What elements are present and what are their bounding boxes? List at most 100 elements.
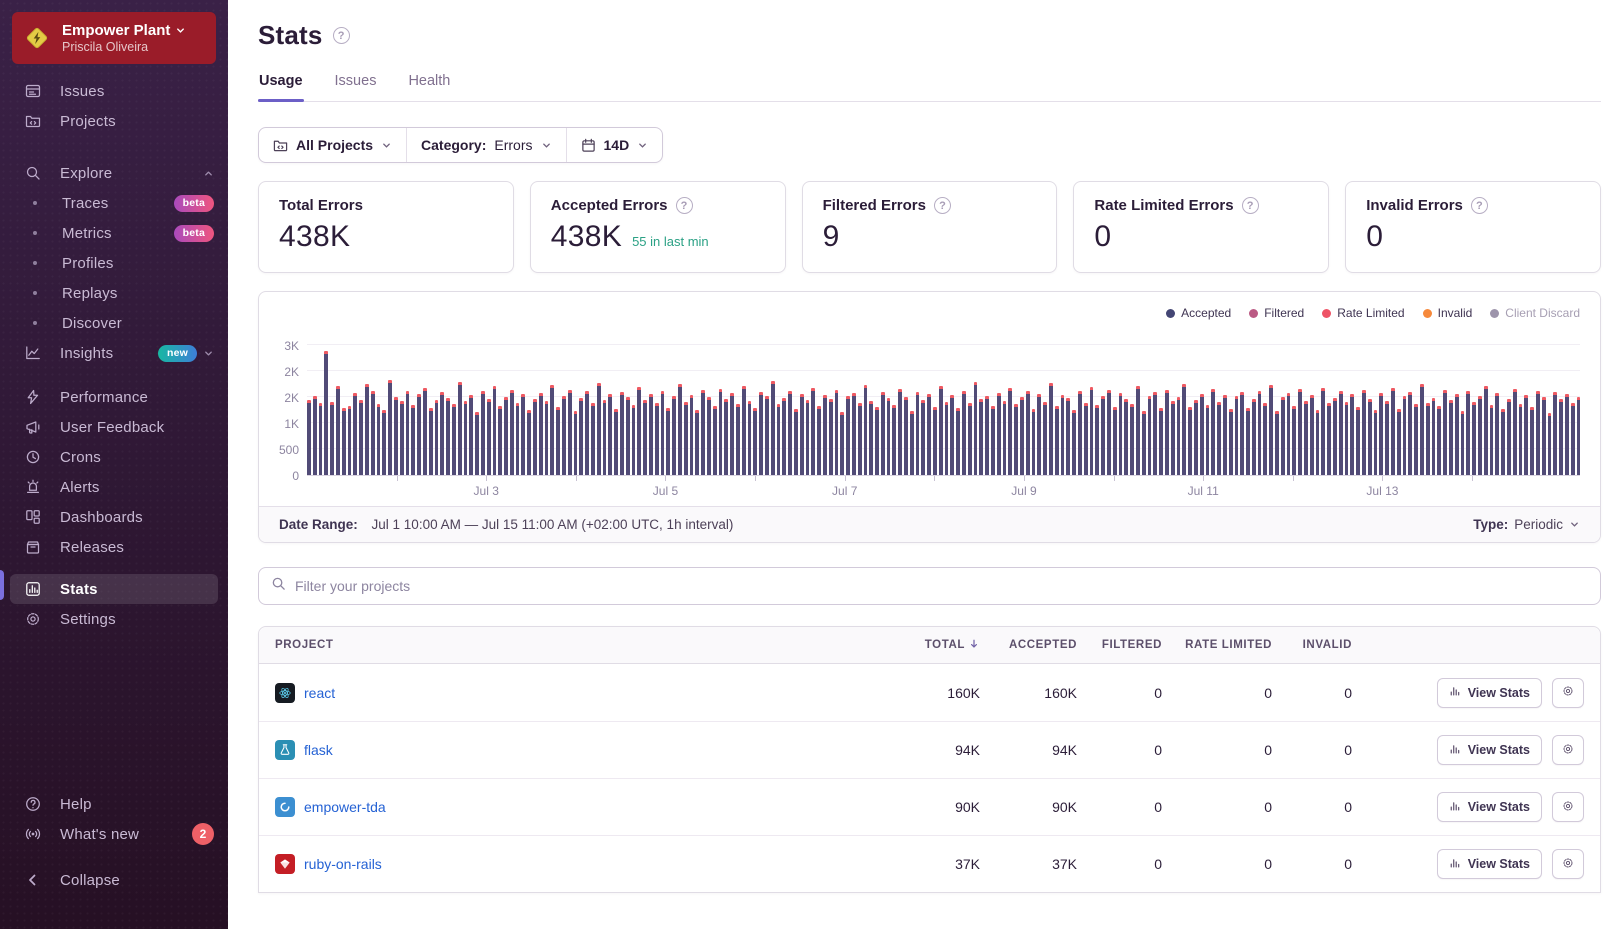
sidebar-item-replays[interactable]: Replays bbox=[0, 278, 228, 308]
chart-bar bbox=[927, 394, 931, 475]
sidebar-item-alerts[interactable]: Alerts bbox=[0, 472, 228, 502]
stat-card-label: Accepted Errors? bbox=[551, 197, 765, 214]
help-icon[interactable]: ? bbox=[934, 197, 951, 214]
table-row-flask: flask94K94K000View Stats bbox=[259, 721, 1600, 778]
sidebar-item-help[interactable]: Help bbox=[0, 789, 228, 819]
legend-item-invalid[interactable]: Invalid bbox=[1423, 306, 1473, 320]
chart-bar bbox=[608, 394, 612, 475]
chart-bar bbox=[1072, 410, 1076, 475]
stat-card-value: 0 bbox=[1094, 220, 1111, 254]
chart-bar bbox=[817, 406, 821, 475]
y-axis-tick-label: 1K bbox=[284, 417, 299, 431]
help-icon[interactable]: ? bbox=[676, 197, 693, 214]
view-stats-button[interactable]: View Stats bbox=[1437, 792, 1542, 822]
x-axis-tick bbox=[755, 476, 756, 481]
sidebar-item-settings[interactable]: Settings bbox=[0, 604, 228, 634]
legend-item-client-discard[interactable]: Client Discard bbox=[1490, 306, 1580, 320]
page-help-icon[interactable]: ? bbox=[333, 27, 350, 44]
sidebar-item-dashboards[interactable]: Dashboards bbox=[0, 502, 228, 532]
column-header-total[interactable]: TOTAL bbox=[885, 638, 980, 653]
column-header-invalid[interactable]: INVALID bbox=[1272, 639, 1352, 651]
chart-bar bbox=[1171, 401, 1175, 475]
chart-bar bbox=[533, 399, 537, 475]
sidebar-item-label: Settings bbox=[60, 611, 214, 628]
cell-invalid: 0 bbox=[1272, 799, 1352, 815]
type-dropdown[interactable]: Type: Periodic bbox=[1473, 517, 1580, 532]
column-header-accepted[interactable]: ACCEPTED bbox=[980, 639, 1077, 651]
sidebar-item-stats[interactable]: Stats bbox=[10, 574, 218, 604]
chart-bar bbox=[1542, 397, 1546, 475]
sidebar-item-issues[interactable]: Issues bbox=[0, 76, 228, 106]
project-link[interactable]: empower-tda bbox=[304, 799, 386, 815]
chart-bar bbox=[388, 380, 392, 475]
sidebar-item-metrics[interactable]: Metricsbeta bbox=[0, 218, 228, 248]
sidebar-item-releases[interactable]: Releases bbox=[0, 532, 228, 562]
beta-badge: beta bbox=[174, 225, 214, 242]
project-settings-button[interactable] bbox=[1552, 678, 1584, 708]
chart-bar bbox=[748, 401, 752, 475]
column-header-rate-limited[interactable]: RATE LIMITED bbox=[1162, 639, 1272, 651]
chart-bar bbox=[1124, 399, 1128, 475]
view-stats-button[interactable]: View Stats bbox=[1437, 735, 1542, 765]
x-axis-tick bbox=[486, 476, 487, 481]
project-link[interactable]: flask bbox=[304, 742, 333, 758]
chart-bar bbox=[1536, 391, 1540, 475]
sidebar-item-insights[interactable]: Insightsnew bbox=[0, 338, 228, 368]
legend-item-filtered[interactable]: Filtered bbox=[1249, 306, 1304, 320]
tab-issues[interactable]: Issues bbox=[334, 73, 378, 101]
sidebar-item-profiles[interactable]: Profiles bbox=[0, 248, 228, 278]
sidebar-item-performance[interactable]: Performance bbox=[0, 382, 228, 412]
chart-bar bbox=[579, 398, 583, 475]
project-link[interactable]: react bbox=[304, 685, 335, 701]
cell-filtered: 0 bbox=[1077, 799, 1162, 815]
column-header-filtered[interactable]: FILTERED bbox=[1077, 639, 1162, 651]
sidebar-item-explore[interactable]: Explore bbox=[0, 158, 228, 188]
view-stats-button[interactable]: View Stats bbox=[1437, 849, 1542, 879]
project-settings-button[interactable] bbox=[1552, 792, 1584, 822]
chart-bar bbox=[1495, 393, 1499, 475]
sidebar-item-discover[interactable]: Discover bbox=[0, 308, 228, 338]
chart-bar bbox=[377, 404, 381, 475]
sort-control[interactable]: TOTAL bbox=[885, 638, 980, 653]
chart-bar bbox=[1275, 411, 1279, 475]
sidebar-item-crons[interactable]: Crons bbox=[0, 442, 228, 472]
chart-bar bbox=[1310, 395, 1314, 475]
chart-legend: Accepted Filtered Rate Limited Invalid Clien… bbox=[259, 292, 1600, 324]
sidebar-item-what-s-new[interactable]: What's new2 bbox=[0, 819, 228, 849]
chart-bar bbox=[939, 386, 943, 475]
y-axis-tick-label: 3K bbox=[284, 339, 299, 353]
sidebar-item-traces[interactable]: Tracesbeta bbox=[0, 188, 228, 218]
sidebar-item-user-feedback[interactable]: User Feedback bbox=[0, 412, 228, 442]
chart-bar bbox=[1252, 399, 1256, 475]
project-link[interactable]: ruby-on-rails bbox=[304, 856, 382, 872]
category-dropdown[interactable]: Category: Errors bbox=[406, 128, 565, 162]
stat-card-accepted-errors: Accepted Errors?438K55 in last min bbox=[530, 181, 786, 273]
gear-icon bbox=[1562, 857, 1574, 872]
project-filter-dropdown[interactable]: All Projects bbox=[259, 128, 406, 162]
chart-bar bbox=[1043, 402, 1047, 475]
sidebar-item-label: Dashboards bbox=[60, 509, 214, 526]
project-search-input[interactable] bbox=[295, 578, 1588, 594]
project-settings-button[interactable] bbox=[1552, 735, 1584, 765]
help-icon[interactable]: ? bbox=[1471, 197, 1488, 214]
chart-bar bbox=[487, 399, 491, 475]
chart-bar bbox=[655, 403, 659, 475]
chart-bar bbox=[1298, 389, 1302, 475]
category-label: Category: bbox=[421, 137, 486, 153]
legend-label: Filtered bbox=[1264, 306, 1304, 320]
chart-bar bbox=[1223, 395, 1227, 475]
date-period-dropdown[interactable]: 14D bbox=[566, 128, 663, 162]
tab-health[interactable]: Health bbox=[407, 73, 451, 101]
chart-bar bbox=[881, 392, 885, 475]
x-axis-tick-label: Jul 11 bbox=[1188, 484, 1219, 498]
sidebar-item-collapse[interactable]: Collapse bbox=[0, 865, 228, 895]
chart-bar bbox=[365, 384, 369, 475]
legend-item-accepted[interactable]: Accepted bbox=[1166, 306, 1231, 320]
project-settings-button[interactable] bbox=[1552, 849, 1584, 879]
tab-usage[interactable]: Usage bbox=[258, 73, 304, 101]
view-stats-button[interactable]: View Stats bbox=[1437, 678, 1542, 708]
help-icon[interactable]: ? bbox=[1242, 197, 1259, 214]
legend-item-rate-limited[interactable]: Rate Limited bbox=[1322, 306, 1404, 320]
org-switcher[interactable]: Empower Plant Priscila Oliveira bbox=[12, 12, 216, 64]
sidebar-item-projects[interactable]: Projects bbox=[0, 106, 228, 136]
